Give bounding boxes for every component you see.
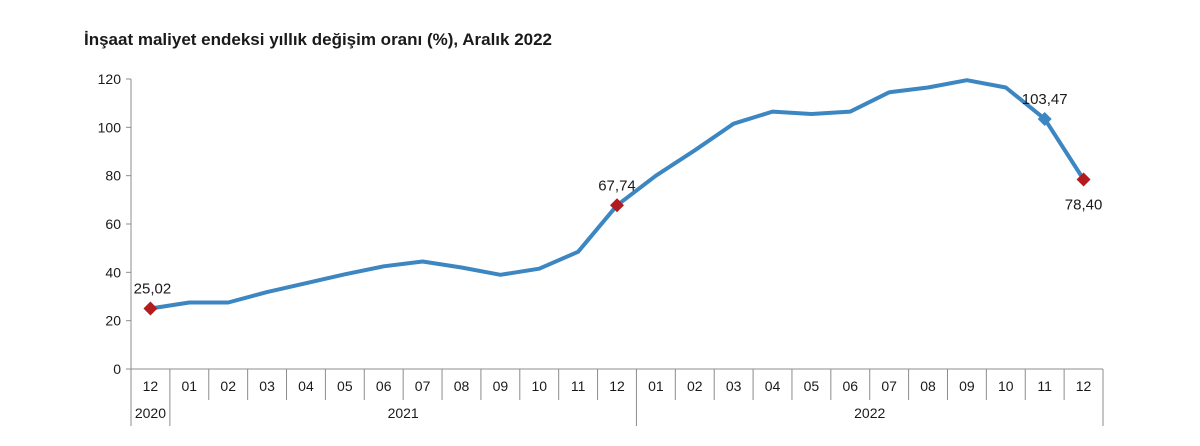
x-tick-label: 10 (531, 378, 547, 394)
x-tick-label: 05 (804, 378, 820, 394)
y-tick-label: 40 (105, 264, 121, 280)
data-labels: 25,02 67,74 103,47 78,40 (134, 91, 1103, 298)
y-tick-label: 120 (98, 71, 122, 87)
series-line (148, 78, 1086, 311)
x-tick-label: 01 (648, 378, 664, 394)
y-tick-label: 0 (113, 361, 121, 377)
y-axis-ticks: 0 20 40 60 80 100 120 (98, 71, 131, 377)
x-tick-label: 09 (959, 378, 975, 394)
highlight-marker (143, 301, 158, 316)
x-tick-label: 08 (454, 378, 470, 394)
y-tick-label: 100 (98, 119, 122, 135)
x-tick-label: 12 (143, 378, 159, 394)
chart-axes (130, 79, 1103, 370)
x-tick-label: 09 (493, 378, 509, 394)
x-tick-label: 06 (376, 378, 392, 394)
x-tick-label: 05 (337, 378, 353, 394)
x-tick-label: 08 (920, 378, 936, 394)
x-axis-years: 2020 2021 2022 (130, 400, 1104, 426)
x-tick-label: 11 (571, 378, 586, 394)
highlight-marker (1076, 172, 1091, 187)
x-tick-label: 04 (765, 378, 781, 394)
data-label: 67,74 (598, 177, 636, 194)
x-tick-label: 02 (220, 378, 236, 394)
y-tick-label: 80 (105, 168, 121, 184)
x-tick-label: 11 (1037, 378, 1052, 394)
data-label: 103,47 (1022, 91, 1068, 108)
x-tick-label: 10 (998, 378, 1014, 394)
x-tick-label: 03 (726, 378, 742, 394)
x-tick-label: 04 (298, 378, 314, 394)
x-tick-label: 12 (1076, 378, 1092, 394)
x-tick-label: 01 (182, 378, 198, 394)
x-tick-label: 07 (881, 378, 897, 394)
highlight-markers (143, 111, 1091, 316)
year-label: 2021 (388, 405, 419, 421)
x-tick-label: 07 (415, 378, 431, 394)
series-lines (148, 78, 1086, 311)
chart-title: İnşaat maliyet endeksi yıllık değişim or… (84, 30, 553, 49)
y-tick-label: 60 (105, 216, 121, 232)
year-label: 2022 (854, 405, 885, 421)
year-label: 2020 (135, 405, 166, 421)
data-label: 25,02 (134, 281, 172, 298)
x-tick-label: 02 (687, 378, 703, 394)
x-axis-categories: 12 01 02 03 04 05 06 07 08 09 10 11 12 01 02 03 04 05 06 07… (130, 369, 1104, 400)
data-label: 78,40 (1065, 197, 1103, 214)
x-tick-label: 12 (609, 378, 625, 394)
x-tick-label: 06 (842, 378, 858, 394)
highlight-marker (1037, 111, 1052, 126)
y-tick-label: 20 (105, 313, 121, 329)
x-tick-label: 03 (259, 378, 275, 394)
highlight-marker (610, 198, 624, 213)
